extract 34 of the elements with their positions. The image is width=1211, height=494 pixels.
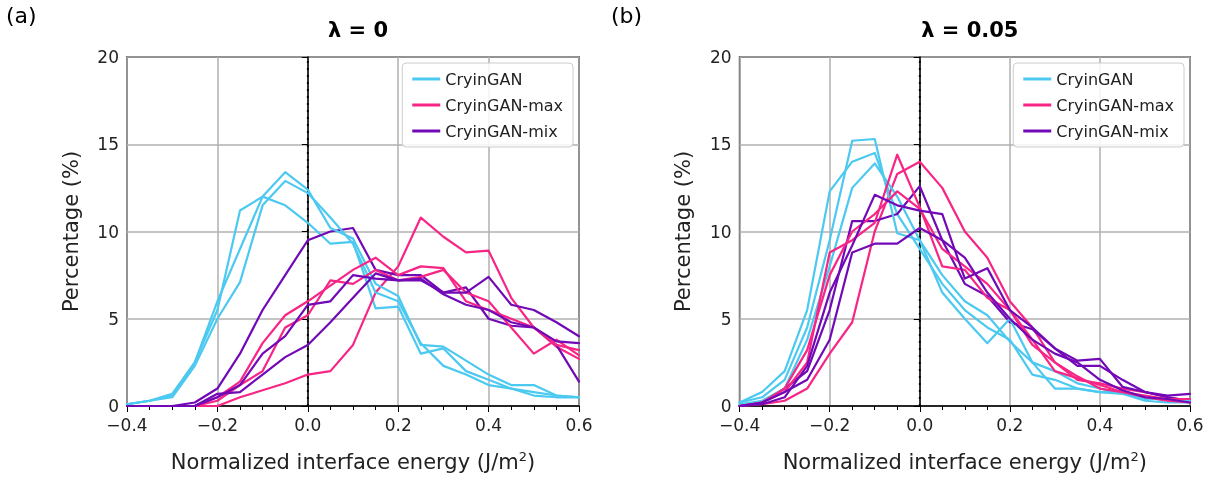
y-tick-label: 5 bbox=[108, 308, 119, 329]
x-tick-label: −0.4 bbox=[718, 414, 761, 435]
legend-label: CryinGAN-mix bbox=[445, 121, 558, 141]
legend-label: CryinGAN-max bbox=[1056, 95, 1174, 115]
x-tick-label: −0.2 bbox=[809, 414, 851, 435]
y-tick-label: 20 bbox=[97, 47, 119, 67]
chart-title: λ = 0.05 bbox=[921, 17, 1019, 42]
y-tick-label: 20 bbox=[709, 47, 732, 67]
y-axis-title: Percentage (%) bbox=[58, 150, 83, 313]
y-tick-label: 10 bbox=[709, 221, 732, 242]
x-tick-label: −0.2 bbox=[196, 414, 239, 435]
legend-label: CryinGAN bbox=[445, 69, 523, 89]
text: (a) bbox=[6, 2, 37, 28]
x-tick-label: 0.6 bbox=[565, 414, 593, 435]
x-tick-label: 0.0 bbox=[906, 414, 934, 435]
chart-title: λ = 0 bbox=[327, 17, 389, 42]
legend-label: CryinGAN-mix bbox=[1056, 121, 1169, 141]
x-tick-label: −0.4 bbox=[106, 414, 148, 435]
y-tick-label: 15 bbox=[709, 134, 732, 155]
y-tick-label: 5 bbox=[720, 308, 732, 329]
x-tick-label: 0.4 bbox=[1086, 414, 1114, 435]
x-tick-label: 0.2 bbox=[384, 414, 412, 435]
x-tick-label: 0.4 bbox=[475, 414, 503, 435]
legend-label: CryinGAN-max bbox=[445, 95, 563, 115]
x-tick-label: 0.6 bbox=[1176, 414, 1204, 435]
y-tick-label: 10 bbox=[97, 221, 119, 242]
y-tick-label: 0 bbox=[720, 396, 732, 416]
y-axis-title: Percentage (%) bbox=[671, 150, 696, 313]
legend-label: CryinGAN bbox=[1056, 69, 1134, 89]
x-tick-label: 0.2 bbox=[996, 414, 1024, 435]
x-tick-label: 0.0 bbox=[294, 414, 322, 435]
text: (b) bbox=[611, 2, 643, 28]
y-tick-label: 15 bbox=[97, 134, 119, 155]
y-tick-label: 0 bbox=[108, 396, 119, 416]
